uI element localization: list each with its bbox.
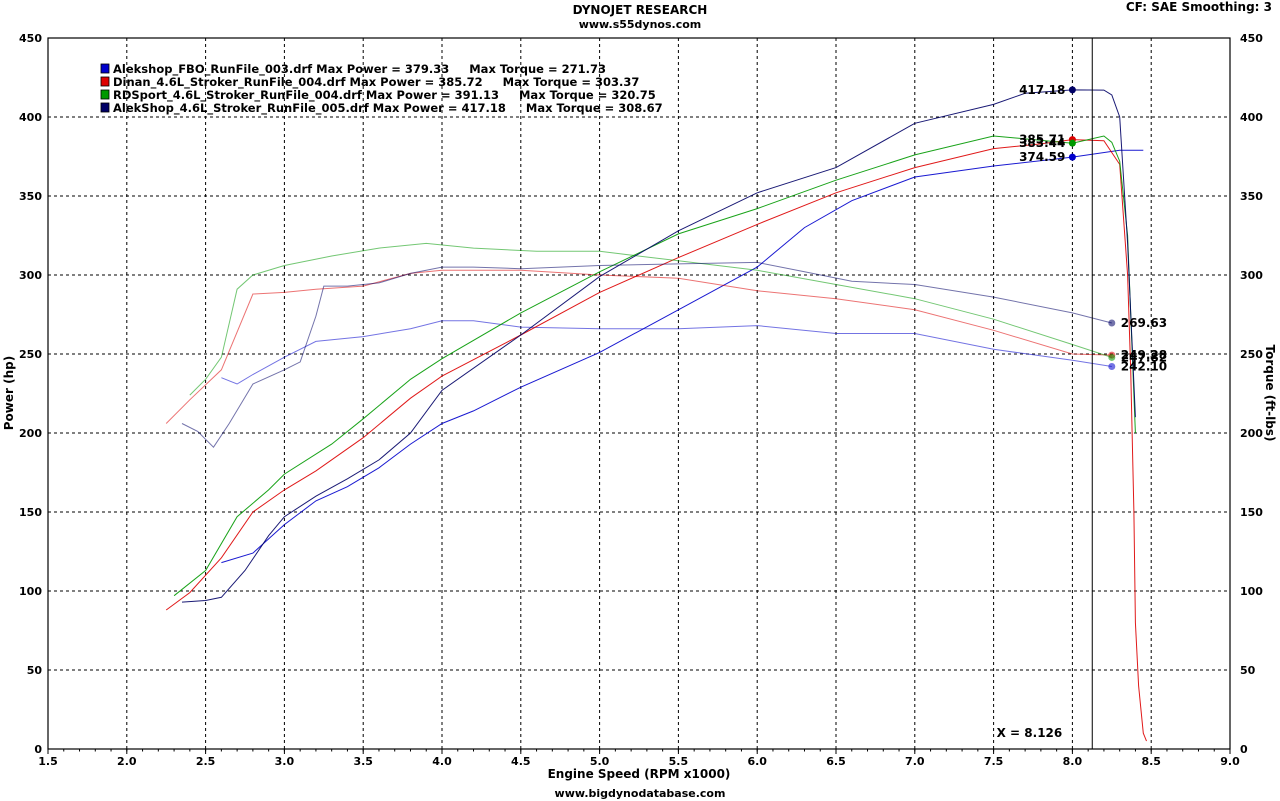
x-tick-label: 8.5	[1141, 755, 1161, 768]
legend-swatch[interactable]	[100, 63, 110, 74]
legend-swatch[interactable]	[100, 89, 110, 100]
y-axis-title: Power (hp)	[2, 356, 16, 430]
x-tick-label: 5.0	[590, 755, 610, 768]
y-tick-label: 0	[34, 743, 42, 756]
legend-entry: AlekShop_4.6L_Stroker_RunFile_005.drf Ma…	[113, 101, 663, 116]
series-power-line-0	[221, 149, 1144, 564]
x-tick-label: 6.0	[747, 755, 767, 768]
power-marker-dot	[1068, 86, 1076, 94]
legend-entry: Dinan_4.6L_Stroker_RunFile_004.drf Max P…	[113, 75, 639, 90]
y2-tick-label: 0	[1240, 743, 1248, 756]
torque-marker-dot	[1108, 319, 1116, 327]
y-tick-label: 400	[19, 111, 42, 124]
legend-swatch[interactable]	[100, 76, 110, 87]
chart-subtitle: www.s55dynos.com	[578, 18, 702, 31]
y-tick-label: 450	[19, 32, 42, 45]
x-axis-title: Engine Speed (RPM x1000)	[548, 767, 731, 781]
x-tick-label: 2.0	[117, 755, 137, 768]
y-tick-label: 150	[19, 506, 42, 519]
legend: Alekshop_FBO_RunFile_003.drf Max Power =…	[100, 62, 663, 116]
y2-tick-label: 400	[1240, 111, 1263, 124]
series-power-line-1	[165, 139, 1147, 742]
x-tick-label: 7.5	[984, 755, 1004, 768]
y2-tick-label: 150	[1240, 506, 1263, 519]
power-marker-label: 385.71	[1019, 133, 1065, 147]
y2-tick-label: 300	[1240, 269, 1263, 282]
x-tick-label: 9.0	[1220, 755, 1240, 768]
plot-area-border	[47, 37, 1231, 750]
power-marker-label: 383.44	[1019, 136, 1065, 150]
series-torque-line-2	[189, 242, 1112, 396]
y2-tick-label: 250	[1240, 348, 1263, 361]
y2-tick-label: 200	[1240, 427, 1263, 440]
series-torque-line-0	[221, 320, 1112, 385]
torque-marker-label: 269.63	[1121, 316, 1167, 330]
legend-swatch[interactable]	[100, 102, 110, 113]
y-tick-label: 100	[19, 585, 42, 598]
legend-entry: RDSport_4.6L_Stroker_RunFile_004.drf Max…	[113, 88, 656, 103]
y-tick-label: 50	[27, 664, 43, 677]
torque-marker-dot	[1108, 353, 1116, 361]
x-tick-label: 4.5	[511, 755, 531, 768]
x-tick-label: 7.0	[905, 755, 925, 768]
power-marker-dot	[1068, 139, 1076, 147]
gridlines	[48, 38, 1230, 749]
settings-label: CF: SAE Smoothing: 3	[1125, 0, 1272, 14]
torque-marker-dot	[1108, 362, 1116, 370]
x-tick-label: 2.5	[196, 755, 216, 768]
series-torque-line-1	[165, 269, 1112, 424]
series-lines	[165, 89, 1147, 742]
x-tick-label: 8.0	[1063, 755, 1083, 768]
chart-title: DYNOJET RESEARCH	[572, 3, 708, 17]
torque-marker-label: 242.10	[1121, 359, 1167, 373]
x-tick-label: 6.5	[826, 755, 846, 768]
footer-site: www.bigdynodatabase.com	[554, 787, 726, 800]
power-marker-label: 374.59	[1019, 150, 1065, 164]
y-tick-label: 200	[19, 427, 42, 440]
series-power-line-3	[181, 89, 1136, 603]
y2-tick-label: 50	[1240, 664, 1256, 677]
y2-axis-title: Torque (ft-lbs)	[1263, 345, 1277, 442]
y-tick-label: 350	[19, 190, 42, 203]
y-tick-label: 300	[19, 269, 42, 282]
x-tick-label: 3.5	[353, 755, 373, 768]
cursor-label: X = 8.126	[997, 726, 1063, 740]
y2-tick-label: 100	[1240, 585, 1263, 598]
x-tick-label: 5.5	[669, 755, 689, 768]
torque-marker-label: 249.28	[1121, 348, 1167, 362]
power-marker-dot	[1068, 153, 1076, 161]
legend-entry: Alekshop_FBO_RunFile_003.drf Max Power =…	[113, 62, 606, 77]
x-tick-label: 1.5	[38, 755, 58, 768]
y-tick-label: 250	[19, 348, 42, 361]
y2-tick-label: 450	[1240, 32, 1263, 45]
x-tick-label: 4.0	[432, 755, 452, 768]
series-power-line-2	[173, 135, 1136, 597]
x-tick-label: 3.0	[275, 755, 295, 768]
power-marker-label: 417.18	[1019, 83, 1065, 97]
axis-ticks: 1.5 2.0 2.5 3.0 3.5 4.0 4.5 5.0 5.5 6.0 6.5 7.0 7.5 8…	[19, 32, 1263, 768]
value-markers: 374.59 242.10 385.71 249.28 383.44 247.82 417.…	[1019, 83, 1167, 374]
torque-marker-label: 247.82	[1121, 350, 1167, 364]
y2-tick-label: 350	[1240, 190, 1263, 203]
series-torque-line-3	[181, 261, 1112, 448]
